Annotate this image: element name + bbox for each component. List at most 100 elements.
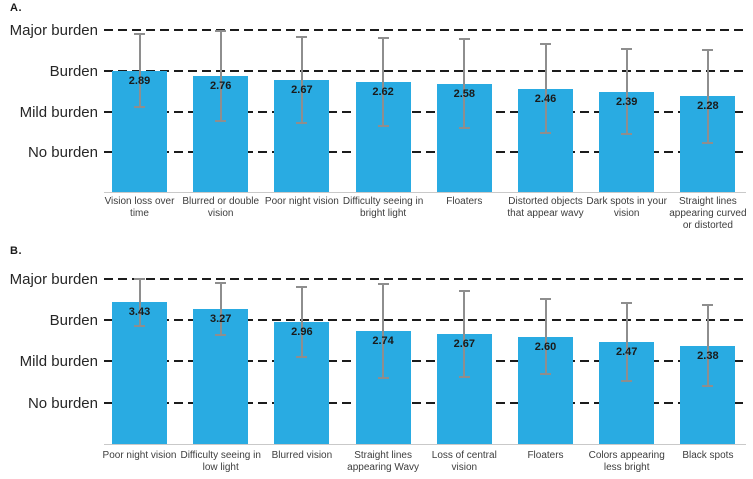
error-bar-top-cap (134, 32, 145, 35)
gridline (104, 401, 746, 404)
error-bar-bottom-cap (134, 325, 145, 328)
bar-value-label: 2.28 (697, 100, 719, 113)
bar-value-label: 2.47 (615, 346, 638, 358)
error-bar-top-cap (621, 302, 633, 305)
error-bar (382, 282, 385, 379)
bar-value-label: 2.62 (372, 86, 394, 98)
bar (274, 79, 330, 192)
gridline (104, 360, 746, 363)
error-bar-top-cap (458, 289, 470, 292)
y-axis-label: Mild burden (19, 103, 98, 121)
error-bar-top-cap (702, 304, 714, 307)
gridline (104, 110, 746, 113)
error-bar-top-cap (540, 43, 551, 46)
error-bar-top-cap (215, 281, 227, 284)
error-bar (706, 48, 709, 144)
panel-a-label: A. (10, 2, 22, 14)
bar (112, 70, 167, 192)
y-axis-label: Major burden (9, 270, 98, 288)
error-bar-top-cap (377, 37, 389, 39)
error-bar-bottom-cap (134, 106, 145, 109)
error-bar (219, 281, 222, 337)
panel-b-label: B. (10, 245, 22, 257)
error-bar-bottom-cap (296, 355, 308, 358)
category-label: Difficulty seeing in low light (180, 450, 261, 473)
category-label: Straight lines appearing curved or disto… (669, 196, 747, 231)
bar-value-label: 2.76 (209, 80, 232, 93)
error-bar-bottom-cap (215, 120, 227, 123)
y-axis-label: Burden (49, 312, 98, 330)
error-bar (625, 47, 628, 136)
error-bar (544, 43, 547, 134)
bar (436, 333, 492, 444)
x-axis-line (104, 444, 746, 445)
bar-value-label: 2.46 (534, 92, 557, 105)
bar-value-label: 2.89 (128, 74, 151, 87)
gridline (104, 319, 746, 322)
bar (355, 82, 411, 192)
gridline (104, 29, 746, 32)
y-axis-label: Burden (49, 62, 98, 80)
error-bar-bottom-cap (215, 334, 227, 337)
error-bar-bottom-cap (621, 379, 633, 382)
error-bar-bottom-cap (540, 132, 551, 134)
category-label: Black spots (682, 450, 734, 461)
category-label: Distorted objects that appear wavy (507, 196, 584, 219)
y-axis-label: No burden (27, 144, 98, 162)
error-bar-top-cap (377, 282, 389, 285)
category-label: Floaters (527, 450, 564, 461)
error-bar-bottom-cap (377, 376, 389, 379)
error-bar-bottom-cap (296, 122, 308, 124)
bar-value-label: 2.67 (453, 337, 475, 350)
error-bar (138, 32, 141, 109)
bar (680, 96, 736, 192)
error-bar (138, 277, 141, 328)
category-label: Colors appearing less bright (588, 450, 665, 473)
bar-value-label: 3.43 (128, 306, 151, 319)
bar (436, 83, 492, 192)
bar (518, 88, 573, 192)
y-axis-label: No burden (27, 394, 98, 412)
category-label: Difficulty seeing in bright light (342, 196, 424, 219)
error-bar-bottom-cap (540, 373, 551, 375)
gridline (104, 277, 746, 280)
bar-value-label: 2.39 (615, 95, 638, 108)
bar (112, 302, 167, 444)
y-axis-label: Mild burden (19, 353, 98, 371)
error-bar (300, 285, 303, 358)
bar (193, 308, 249, 444)
x-axis-line (104, 192, 746, 193)
error-bar-top-cap (296, 35, 308, 38)
gridline (104, 69, 746, 72)
error-bar-bottom-cap (458, 127, 470, 129)
y-axis-label: Major burden (9, 22, 98, 40)
error-bar (463, 38, 466, 129)
error-bar-top-cap (296, 285, 308, 288)
category-label: Poor night vision (264, 196, 339, 207)
bar-value-label: 2.60 (534, 340, 557, 353)
category-label: Loss of central vision (431, 450, 497, 473)
error-bar-top-cap (621, 47, 633, 50)
error-bar-top-cap (215, 29, 227, 32)
error-bar-top-cap (134, 277, 145, 280)
error-bar-top-cap (458, 38, 470, 41)
bar-value-label: 3.27 (209, 312, 232, 325)
bar (680, 345, 736, 444)
bar (599, 91, 655, 192)
bar (193, 76, 249, 192)
bar (355, 330, 411, 444)
error-bar-bottom-cap (702, 141, 714, 144)
bar-value-label: 2.96 (291, 325, 313, 338)
category-label: Straight lines appearing Wavy (347, 450, 420, 473)
error-bar (382, 37, 385, 127)
error-bar-top-cap (540, 298, 551, 301)
error-bar (463, 289, 466, 378)
error-bar-bottom-cap (458, 375, 470, 378)
bar-value-label: 2.74 (372, 334, 394, 347)
error-bar-bottom-cap (702, 385, 714, 387)
bar-value-label: 2.67 (291, 83, 313, 96)
error-bar (219, 29, 222, 123)
bar-value-label: 2.58 (453, 87, 475, 100)
